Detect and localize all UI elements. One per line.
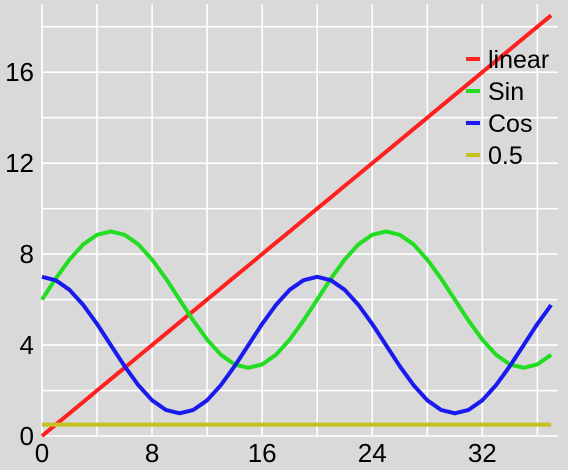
tick-labels: 0 4 8 12 16 0 8 16 24 32 (5, 57, 497, 468)
legend-label: linear (488, 46, 549, 74)
y-tick-label: 12 (5, 148, 34, 178)
x-tick-label: 8 (145, 438, 159, 468)
x-tick-label: 16 (248, 438, 277, 468)
legend-label: Sin (488, 78, 524, 106)
y-tick-label: 16 (5, 57, 34, 87)
grid-lines (41, 4, 558, 437)
series-line-0 (40, 13, 553, 438)
series-lines (40, 13, 553, 438)
x-tick-label: 24 (358, 438, 387, 468)
legend-label: Cos (488, 110, 532, 138)
y-tick-label: 8 (20, 239, 34, 269)
series-line-1 (40, 229, 553, 370)
y-tick-label: 4 (20, 330, 34, 360)
series-line-2 (41, 274, 553, 416)
legend: linear Sin Cos 0.5 (466, 46, 549, 170)
legend-label: 0.5 (488, 142, 523, 170)
y-tick-label: 0 (20, 421, 34, 451)
x-tick-label: 32 (468, 438, 497, 468)
x-tick-label: 0 (35, 438, 49, 468)
